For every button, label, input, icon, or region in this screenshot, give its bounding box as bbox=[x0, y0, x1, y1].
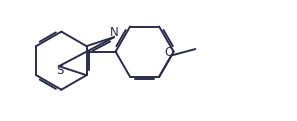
Text: S: S bbox=[57, 64, 64, 77]
Text: O: O bbox=[164, 46, 173, 59]
Text: N: N bbox=[110, 26, 119, 39]
